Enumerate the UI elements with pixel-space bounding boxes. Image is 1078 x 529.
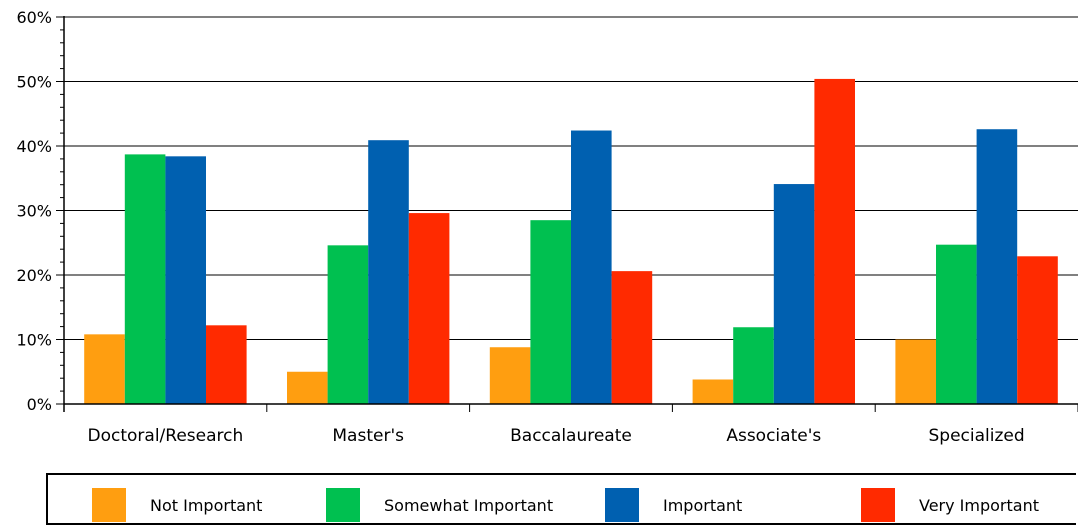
- y-tick-label: 10%: [16, 331, 52, 350]
- bar: [1017, 256, 1058, 404]
- bar: [327, 245, 369, 404]
- legend-label: Important: [663, 495, 743, 515]
- legend-item: Somewhat Important: [326, 488, 553, 522]
- bar: [165, 156, 206, 404]
- bars: [84, 78, 1058, 405]
- legend-label: Somewhat Important: [384, 495, 554, 515]
- axes: [56, 16, 1078, 412]
- legend-label: Very Important: [919, 495, 1039, 515]
- legend-swatch: [326, 488, 360, 522]
- bar: [571, 130, 612, 404]
- bar: [206, 325, 247, 404]
- legend-label: Not Important: [150, 495, 263, 515]
- bar: [287, 371, 328, 404]
- legend-item: Not Important: [92, 488, 262, 522]
- legend-swatch: [92, 488, 126, 522]
- bar: [368, 140, 409, 404]
- bar: [733, 327, 774, 404]
- y-tick-label: 30%: [16, 202, 52, 221]
- bar: [692, 379, 734, 404]
- bar: [530, 220, 571, 404]
- x-axis-tick-labels: Doctoral/Research Master's Baccalaureate As…: [88, 426, 1025, 446]
- y-tick-label: 60%: [16, 8, 52, 27]
- bar: [84, 334, 125, 404]
- y-tick-label: 20%: [16, 266, 52, 285]
- x-tick-label: Specialized: [929, 426, 1025, 446]
- legend: Not Important Somewhat Important Important…: [46, 473, 1076, 525]
- bar: [489, 347, 531, 404]
- x-tick-label: Doctoral/Research: [88, 426, 244, 446]
- legend-item: Important: [605, 488, 742, 522]
- x-tick-label: Baccalaureate: [510, 426, 632, 446]
- legend-item: Very Important: [861, 488, 1039, 522]
- x-tick-label: Associate's: [726, 426, 821, 446]
- bar: [611, 271, 653, 404]
- bar: [773, 184, 815, 404]
- bar: [976, 129, 1018, 405]
- y-tick-label: 40%: [16, 137, 52, 156]
- x-tick-label: Master's: [332, 426, 404, 446]
- y-tick-label: 50%: [16, 73, 52, 92]
- bar: [936, 244, 977, 404]
- bar: [408, 213, 450, 404]
- y-axis-tick-labels: 0% 10% 20% 30% 40% 50% 60%: [16, 8, 52, 414]
- bar: [895, 339, 936, 404]
- y-tick-label: 0%: [27, 395, 52, 414]
- legend-swatch: [605, 488, 639, 522]
- legend-swatch: [861, 488, 895, 522]
- bar: [814, 78, 855, 405]
- bar: [124, 154, 166, 404]
- bar-chart: 0% 10% 20% 30% 40% 50% 60% Doctoral/Research Ma…: [16, 8, 1078, 446]
